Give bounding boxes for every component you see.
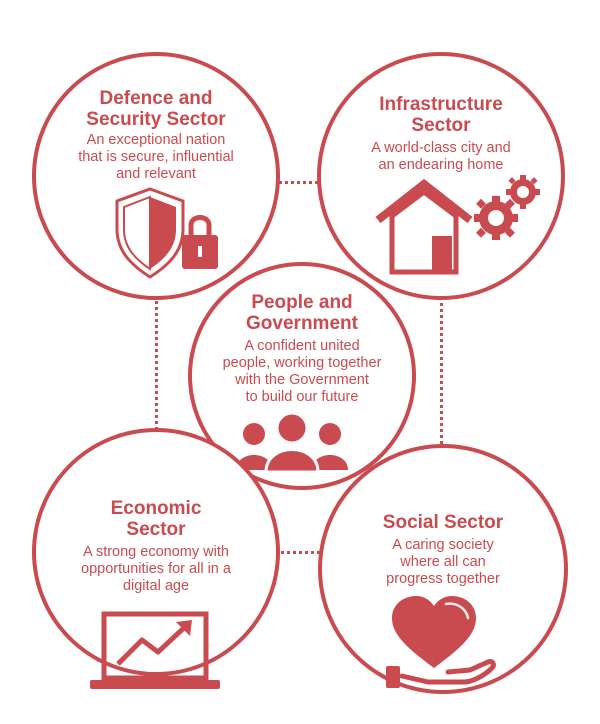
social-sector-description: A caring society where all can progress … [386, 537, 500, 587]
social-sector-title: Social Sector [382, 512, 504, 533]
connector-defence-economic [155, 282, 158, 450]
shield-lock-icon [115, 187, 218, 279]
infrastructure-sector-description: A world-class city and an endearing home [371, 140, 511, 173]
connector-economic-social [268, 551, 332, 554]
connector-defence-infrastructure [268, 181, 330, 184]
house-gears-icon [375, 175, 540, 275]
defence-sector-title: Defence and Security Sector [86, 88, 226, 130]
defence-sector-description: An exceptional nation that is secure, in… [78, 132, 234, 182]
economic-sector-title: Economic Sector [110, 498, 202, 540]
infrastructure-sector-title: Infrastructure Sector [379, 94, 503, 136]
connector-infrastructure-social [440, 280, 443, 450]
people-government-description: A confident united people, working toget… [222, 338, 382, 405]
economic-sector-circle [32, 428, 280, 676]
laptop-trend-icon [90, 611, 220, 689]
economic-sector-description: A strong economy with opportunities for … [81, 544, 231, 594]
people-government-title: People and Government [246, 292, 358, 334]
people-group-icon [236, 411, 348, 474]
heart-hand-icon [386, 596, 496, 688]
